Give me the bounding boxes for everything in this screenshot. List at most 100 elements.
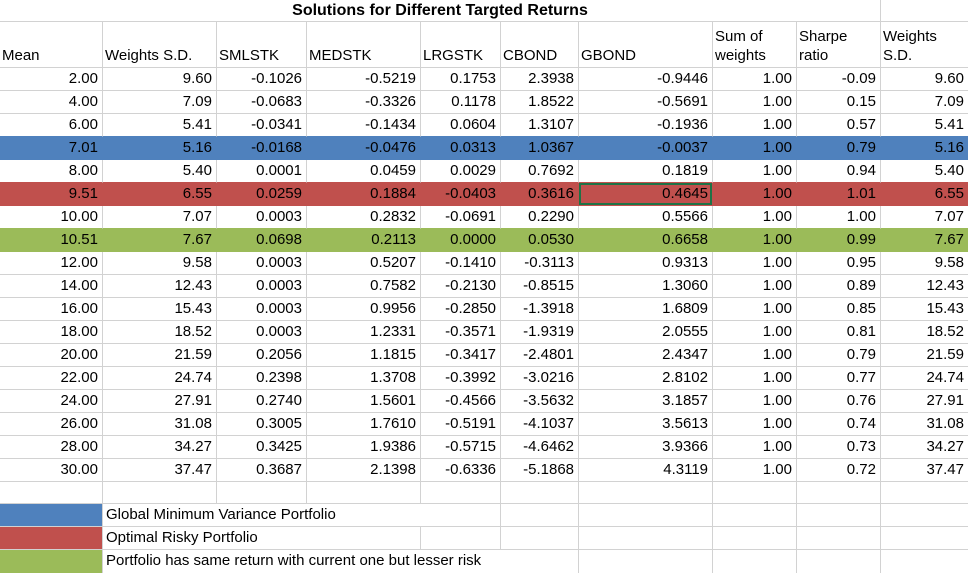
- cell[interactable]: 0.5207: [307, 252, 421, 275]
- cell[interactable]: 0.79: [797, 137, 881, 160]
- cell[interactable]: -0.0168: [217, 137, 307, 160]
- cell[interactable]: -0.0476: [307, 137, 421, 160]
- cell[interactable]: [217, 482, 307, 504]
- cell[interactable]: 12.43: [881, 275, 968, 298]
- cell[interactable]: 6.55: [103, 183, 217, 206]
- legend-swatch-green[interactable]: [0, 550, 103, 573]
- cell[interactable]: -1.9319: [501, 321, 579, 344]
- cell[interactable]: 0.3005: [217, 413, 307, 436]
- cell[interactable]: [307, 482, 421, 504]
- cell[interactable]: 0.7692: [501, 160, 579, 183]
- cell[interactable]: 0.72: [797, 459, 881, 482]
- cell[interactable]: 0.0001: [217, 160, 307, 183]
- cell[interactable]: 9.60: [881, 68, 968, 91]
- cell[interactable]: 9.60: [103, 68, 217, 91]
- cell[interactable]: 5.41: [103, 114, 217, 137]
- cell[interactable]: 0.0003: [217, 298, 307, 321]
- column-header-cell[interactable]: GBOND: [579, 22, 713, 68]
- legend-label[interactable]: Global Minimum Variance Portfolio: [103, 504, 501, 527]
- cell[interactable]: 2.8102: [579, 367, 713, 390]
- cell[interactable]: 6.00: [0, 114, 103, 137]
- cell[interactable]: 1.00: [713, 390, 797, 413]
- cell[interactable]: 5.40: [881, 160, 968, 183]
- cell[interactable]: [797, 482, 881, 504]
- cell[interactable]: 2.4347: [579, 344, 713, 367]
- cell[interactable]: 34.27: [103, 436, 217, 459]
- cell[interactable]: [797, 550, 881, 573]
- cell[interactable]: 0.57: [797, 114, 881, 137]
- cell[interactable]: 24.74: [103, 367, 217, 390]
- cell[interactable]: 3.1857: [579, 390, 713, 413]
- cell[interactable]: 1.00: [713, 91, 797, 114]
- cell[interactable]: 37.47: [881, 459, 968, 482]
- cell[interactable]: 0.0003: [217, 252, 307, 275]
- column-header-cell[interactable]: CBOND: [501, 22, 579, 68]
- cell[interactable]: 0.1819: [579, 160, 713, 183]
- cell[interactable]: -0.1026: [217, 68, 307, 91]
- cell[interactable]: -0.3113: [501, 252, 579, 275]
- legend-swatch-red[interactable]: [0, 527, 103, 550]
- cell[interactable]: -0.2130: [421, 275, 501, 298]
- cell[interactable]: [103, 482, 217, 504]
- cell[interactable]: -0.09: [797, 68, 881, 91]
- cell[interactable]: 1.3107: [501, 114, 579, 137]
- cell[interactable]: 26.00: [0, 413, 103, 436]
- column-header-cell[interactable]: MEDSTK: [307, 22, 421, 68]
- cell[interactable]: 3.5613: [579, 413, 713, 436]
- cell[interactable]: 0.74: [797, 413, 881, 436]
- cell[interactable]: 0.9313: [579, 252, 713, 275]
- cell[interactable]: -0.6336: [421, 459, 501, 482]
- cell[interactable]: -0.1434: [307, 114, 421, 137]
- cell[interactable]: 5.16: [881, 137, 968, 160]
- cell[interactable]: 31.08: [103, 413, 217, 436]
- cell[interactable]: 4.00: [0, 91, 103, 114]
- cell[interactable]: [501, 482, 579, 504]
- column-header-cell[interactable]: Sum of weights: [713, 22, 797, 68]
- cell[interactable]: 0.2290: [501, 206, 579, 229]
- cell[interactable]: 24.74: [881, 367, 968, 390]
- cell[interactable]: 1.00: [713, 206, 797, 229]
- cell[interactable]: 0.3425: [217, 436, 307, 459]
- cell[interactable]: 7.09: [103, 91, 217, 114]
- cell[interactable]: 7.67: [103, 229, 217, 252]
- cell[interactable]: -2.4801: [501, 344, 579, 367]
- cell[interactable]: 1.00: [713, 229, 797, 252]
- cell[interactable]: [881, 482, 968, 504]
- cell[interactable]: 18.00: [0, 321, 103, 344]
- cell[interactable]: 1.9386: [307, 436, 421, 459]
- cell[interactable]: [579, 482, 713, 504]
- cell[interactable]: [797, 527, 881, 550]
- cell[interactable]: [421, 482, 501, 504]
- cell[interactable]: -0.5691: [579, 91, 713, 114]
- cell[interactable]: 3.9366: [579, 436, 713, 459]
- cell[interactable]: 1.5601: [307, 390, 421, 413]
- cell[interactable]: 0.0459: [307, 160, 421, 183]
- cell[interactable]: 0.3616: [501, 183, 579, 206]
- cell[interactable]: -0.0683: [217, 91, 307, 114]
- cell[interactable]: 0.0029: [421, 160, 501, 183]
- cell[interactable]: 7.07: [881, 206, 968, 229]
- cell[interactable]: 0.5566: [579, 206, 713, 229]
- cell[interactable]: 1.00: [797, 206, 881, 229]
- cell[interactable]: [579, 527, 713, 550]
- column-header-cell[interactable]: Weights S.D.: [103, 22, 217, 68]
- cell[interactable]: 22.00: [0, 367, 103, 390]
- legend-label[interactable]: Optimal Risky Portfolio: [103, 527, 421, 550]
- cell[interactable]: 1.2331: [307, 321, 421, 344]
- cell[interactable]: 0.0003: [217, 321, 307, 344]
- cell[interactable]: 0.1753: [421, 68, 501, 91]
- cell[interactable]: 31.08: [881, 413, 968, 436]
- cell[interactable]: 37.47: [103, 459, 217, 482]
- cell[interactable]: 1.00: [713, 160, 797, 183]
- cell[interactable]: -0.9446: [579, 68, 713, 91]
- column-header-cell[interactable]: LRGSTK: [421, 22, 501, 68]
- cell[interactable]: 6.55: [881, 183, 968, 206]
- cell[interactable]: 1.00: [713, 413, 797, 436]
- cell[interactable]: 0.89: [797, 275, 881, 298]
- cell[interactable]: 0.73: [797, 436, 881, 459]
- cell[interactable]: 2.1398: [307, 459, 421, 482]
- cell[interactable]: 0.0604: [421, 114, 501, 137]
- cell[interactable]: 1.00: [713, 459, 797, 482]
- cell[interactable]: [501, 527, 579, 550]
- cell[interactable]: 1.00: [713, 344, 797, 367]
